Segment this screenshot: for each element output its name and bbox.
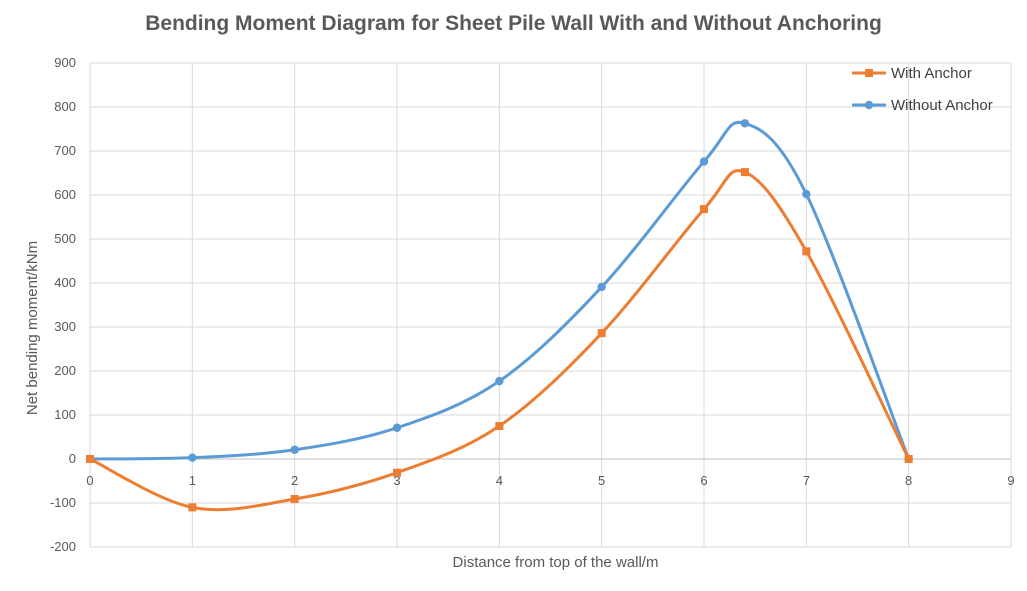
y-tick-label: 600 — [54, 187, 76, 202]
x-tick-label: 3 — [393, 473, 400, 488]
with-anchor-line — [89, 169, 911, 512]
x-tick-label: 2 — [291, 473, 298, 488]
with-anchor-point — [740, 168, 749, 177]
y-tick-label: 0 — [69, 451, 76, 466]
legend-without-anchor-marker — [864, 100, 874, 110]
y-tick-label: 500 — [54, 231, 76, 246]
without-anchor-line — [89, 120, 911, 461]
without-anchor-point — [188, 453, 197, 462]
y-axis-label: Net bending moment/kNm — [24, 241, 41, 415]
without-anchor-point — [597, 282, 606, 292]
legend-with-anchor-label: With Anchor — [891, 65, 972, 82]
with-anchor-point — [700, 205, 708, 214]
y-tick-label: -100 — [50, 495, 76, 510]
gridlines — [89, 62, 1012, 548]
without-anchor-point — [495, 376, 504, 386]
with-anchor-point — [188, 503, 197, 512]
y-tick-label: 900 — [54, 55, 76, 70]
y-tick-label: 800 — [54, 99, 76, 114]
without-anchor-point — [699, 157, 709, 166]
with-anchor-point — [393, 468, 401, 477]
tick-labels: -200 -100 0 100 200 300 400 500 600 700 800 900 0 1 2 3… — [50, 55, 1015, 554]
without-anchor-point — [392, 423, 402, 432]
legend-with-anchor-marker — [865, 69, 873, 77]
y-tick-label: 300 — [54, 319, 76, 334]
x-tick-label: 4 — [496, 473, 503, 488]
without-anchor-point — [740, 119, 750, 128]
x-axis-label: Distance from top of the wall/m — [453, 554, 659, 571]
chart-title: Bending Moment Diagram for Sheet Pile Wa… — [145, 12, 882, 35]
y-tick-label: 200 — [54, 363, 76, 378]
without-anchor-point — [802, 189, 811, 199]
with-anchor-point — [904, 455, 913, 463]
series-layer — [85, 119, 913, 512]
x-tick-label: 8 — [905, 473, 912, 488]
legend: With Anchor Without Anchor — [852, 65, 993, 114]
x-tick-label: 9 — [1007, 473, 1014, 488]
x-tick-label: 6 — [700, 473, 707, 488]
legend-without-anchor-label: Without Anchor — [891, 97, 993, 114]
with-anchor-point — [290, 495, 299, 504]
with-anchor-point — [86, 455, 94, 463]
y-tick-label: 100 — [54, 407, 76, 422]
y-tick-label: -200 — [50, 539, 76, 554]
x-tick-label: 5 — [598, 473, 605, 488]
x-tick-label: 0 — [86, 473, 93, 488]
without-anchor-point — [290, 445, 299, 454]
with-anchor-point — [802, 247, 811, 256]
y-tick-label: 700 — [54, 143, 76, 158]
x-tick-label: 7 — [803, 473, 810, 488]
with-anchor-point — [597, 329, 606, 338]
y-tick-label: 400 — [54, 275, 76, 290]
x-tick-label: 1 — [189, 473, 196, 488]
with-anchor-point — [495, 422, 504, 430]
